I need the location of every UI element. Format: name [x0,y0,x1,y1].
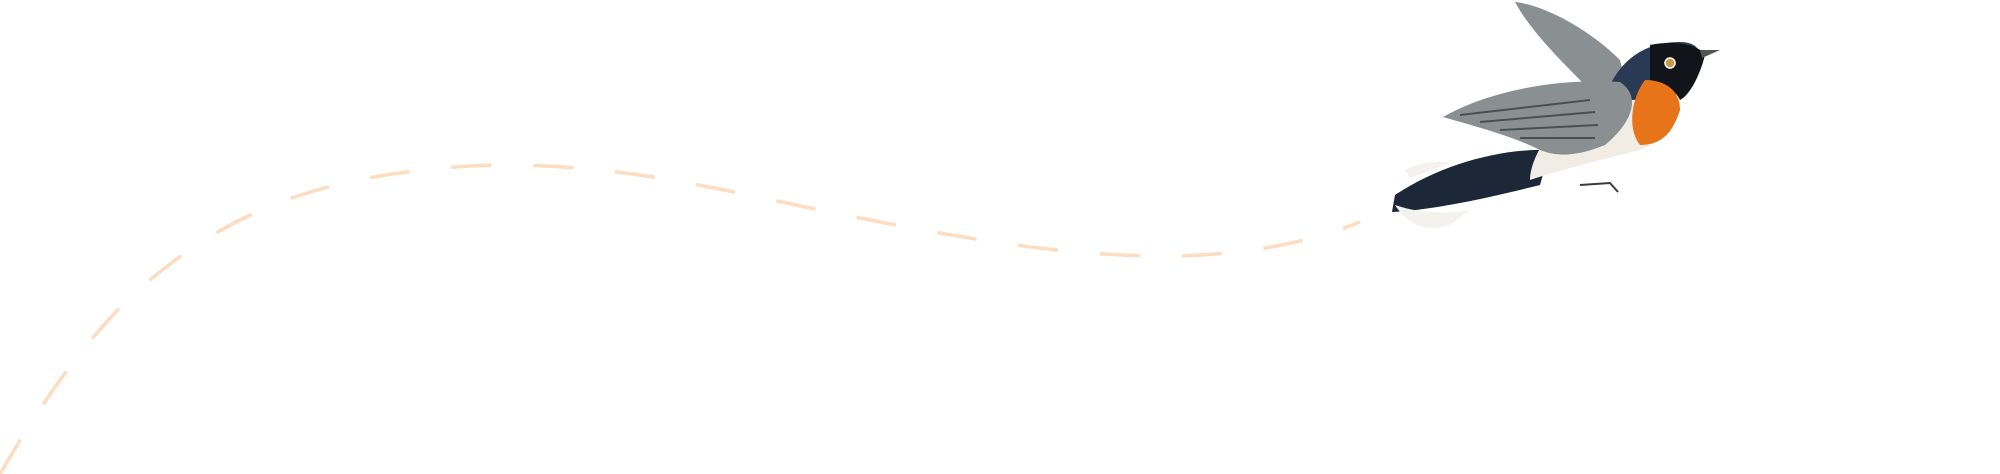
bird-eye [1664,57,1676,69]
wing-feather-lines [1459,99,1599,139]
bird-beak [1700,50,1720,58]
bird-tail-tips [1395,161,1470,229]
dashed-flight-path [0,163,1361,474]
bird-illustration [1392,2,1720,229]
bird-tail [1392,149,1550,212]
bird-foot [1579,181,1619,193]
bird-throat [1632,80,1680,145]
bird-upper-wing [1515,2,1625,85]
bird-mask [1650,43,1705,100]
